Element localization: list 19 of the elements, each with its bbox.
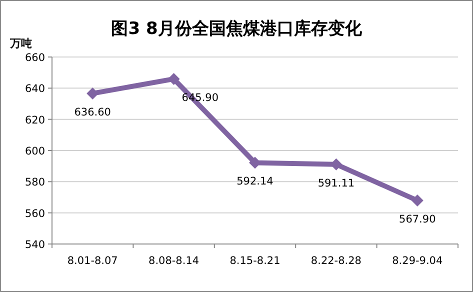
- x-tick-label: 8.15-8.21: [230, 255, 280, 267]
- data-label: 636.60: [74, 106, 111, 118]
- x-tick-label: 8.08-8.14: [148, 255, 200, 267]
- y-tick-label: 560: [24, 208, 45, 220]
- y-tick-label: 660: [24, 52, 45, 64]
- data-label: 567.90: [399, 214, 436, 226]
- point: [411, 194, 424, 207]
- y-axis-title: 万吨: [9, 37, 32, 50]
- x-tick-label: 8.01-8.07: [67, 255, 118, 267]
- y-tick-label: 540: [24, 239, 45, 251]
- y-tick-label: 600: [24, 146, 45, 158]
- y-tick-label: 640: [24, 83, 45, 96]
- x-tick-label: 8.29-9.04: [392, 255, 443, 267]
- data-label: 591.11: [318, 177, 355, 190]
- data-label: 592.14: [236, 176, 274, 188]
- y-tick-label: 620: [24, 114, 45, 126]
- x-tick-label: 8.22-8.28: [310, 255, 362, 267]
- y-tick-label: 580: [24, 176, 45, 189]
- chart-title: 图3 8月份全国焦煤港口库存变化: [111, 19, 363, 39]
